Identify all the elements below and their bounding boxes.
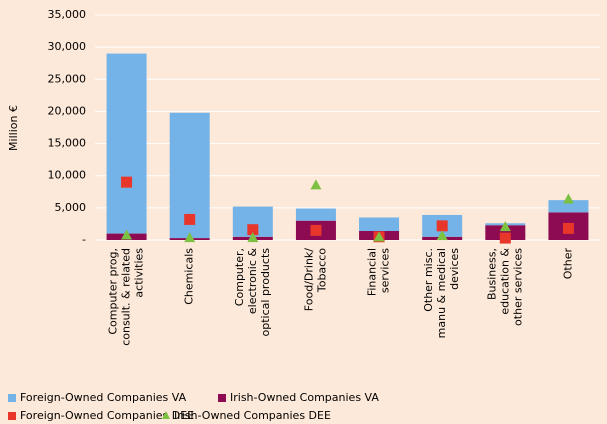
bar (295, 208, 336, 221)
x-tick-label: other services (511, 248, 524, 326)
x-tick-label: Other misc. (422, 248, 435, 312)
x-tick-label: services (379, 248, 392, 293)
y-tick-label: 25,000 (48, 72, 87, 85)
y-axis-label: Million € (7, 105, 20, 151)
x-tick-label: optical products (259, 248, 272, 337)
marker (184, 213, 196, 225)
marker (436, 220, 448, 232)
legend-label: Foreign-Owned Companies VA (20, 391, 187, 404)
marker (310, 179, 322, 190)
marker (499, 221, 511, 232)
y-tick-label: 35,000 (48, 8, 87, 21)
y-tick-label: 5,000 (55, 201, 87, 214)
marker (373, 231, 385, 242)
legend-label: Foreign-Owned Companies DEE (20, 409, 194, 422)
x-tick-label: manu & medical (435, 248, 448, 338)
x-tick-label: Computer prog, (107, 248, 120, 335)
x-tick-label: Tobacco (315, 248, 328, 293)
marker (184, 232, 196, 243)
legend-swatch (8, 394, 16, 402)
marker (562, 193, 574, 204)
y-tick-label: - (82, 233, 86, 246)
x-tick-label: electronic & (246, 248, 259, 315)
marker (562, 222, 574, 234)
x-tick-label: Computer, (233, 248, 246, 306)
marker (499, 232, 511, 244)
marker (247, 232, 259, 243)
x-tick-label: education & (498, 248, 511, 315)
y-tick-label: 15,000 (48, 137, 87, 150)
x-tick-label: Financial (366, 248, 379, 296)
x-tick-label: Chemicals (183, 248, 196, 305)
y-tick-label: 10,000 (48, 169, 87, 182)
bar (548, 200, 589, 213)
legend-label: Irish-Owned Companies DEE (174, 409, 331, 422)
x-tick-label: devices (448, 248, 461, 290)
marker (121, 229, 133, 240)
legend-swatch (8, 412, 16, 420)
legend-label: Irish-Owned Companies VA (230, 391, 379, 404)
x-tick-label: Food/Drink/ (302, 248, 315, 311)
marker (310, 224, 322, 236)
x-tick-label: Other (561, 248, 574, 280)
legend-swatch (162, 411, 170, 419)
x-tick-label: Business, (485, 248, 498, 300)
x-tick-label: consult. & related (120, 248, 133, 346)
marker (436, 230, 448, 241)
y-tick-label: 20,000 (48, 104, 87, 117)
x-tick-label: activities (133, 248, 146, 298)
bar (106, 53, 147, 234)
marker (247, 224, 259, 236)
legend-swatch (218, 394, 226, 402)
marker (121, 176, 133, 188)
bar (359, 217, 400, 231)
y-tick-label: 30,000 (48, 40, 87, 53)
